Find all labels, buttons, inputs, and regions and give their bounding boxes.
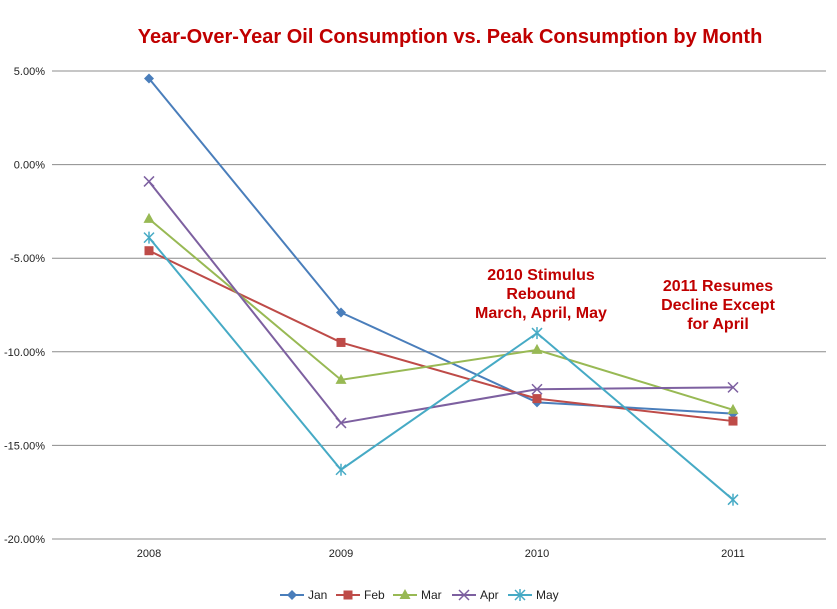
y-axis-ticks: 5.00% 0.00% -5.00% -10.00% -15.00% -20.00% [4, 66, 45, 546]
annotation-resumes: 2011 Resumes Decline Except for April [661, 278, 776, 333]
legend: Jan Feb Mar Apr May [280, 588, 559, 602]
chart-title: Year-Over-Year Oil Consumption vs. Peak … [138, 26, 763, 48]
legend-marker-may [514, 589, 526, 601]
data-point-may [727, 493, 739, 506]
data-point-jan [144, 73, 154, 84]
gridlines [52, 70, 826, 540]
y-tick-label: -5.00% [10, 253, 45, 265]
y-tick-label: 0.00% [14, 160, 45, 172]
data-point-mar [335, 373, 347, 384]
data-point-apr [727, 381, 739, 393]
legend-marker-mar [399, 589, 411, 599]
data-point-mar [531, 343, 543, 354]
x-tick-label: 2008 [137, 548, 161, 560]
legend-label-apr: Apr [480, 588, 499, 602]
legend-marker-feb [343, 590, 353, 600]
data-point-may [143, 231, 155, 244]
x-tick-label: 2009 [329, 548, 353, 560]
legend-label-mar: Mar [421, 588, 442, 602]
data-point-feb [532, 394, 542, 404]
x-tick-label: 2011 [721, 548, 745, 560]
legend-item-may: May [508, 588, 559, 602]
data-point-apr [335, 417, 347, 429]
data-point-may [335, 463, 347, 476]
y-tick-label: -10.00% [4, 347, 45, 359]
series-line-apr [148, 180, 734, 425]
data-point-may [531, 327, 543, 340]
series-line-mar [148, 218, 734, 411]
data-point-feb [728, 416, 738, 426]
legend-item-jan: Jan [280, 588, 327, 602]
legend-item-mar: Mar [393, 588, 442, 602]
y-tick-label: -15.00% [4, 440, 45, 452]
legend-label-may: May [536, 588, 559, 602]
data-point-mar [143, 212, 155, 223]
series-line-feb [148, 249, 734, 423]
legend-label-feb: Feb [364, 588, 385, 602]
data-point-apr [531, 383, 543, 395]
x-tick-label: 2010 [525, 548, 549, 560]
legend-item-feb: Feb [336, 588, 385, 602]
y-tick-label: -20.00% [4, 534, 45, 546]
legend-marker-jan [287, 590, 297, 600]
x-axis-ticks: 2008 2009 2010 2011 [137, 548, 745, 560]
series-line-jan [148, 77, 734, 415]
y-tick-label: 5.00% [14, 66, 45, 78]
data-point-jan [336, 307, 346, 318]
series-line-may [148, 236, 734, 501]
legend-label-jan: Jan [308, 588, 327, 602]
data-point-feb [144, 246, 154, 256]
annotation-stimulus: 2010 Stimulus Rebound March, April, May [475, 267, 607, 322]
legend-item-apr: Apr [452, 588, 499, 602]
data-point-feb [336, 337, 346, 347]
series-group [143, 73, 739, 506]
annotations: 2010 Stimulus Rebound March, April, May 201… [475, 267, 776, 333]
legend-marker-apr [458, 589, 470, 601]
data-point-apr [143, 175, 155, 187]
data-point-mar [727, 403, 739, 414]
